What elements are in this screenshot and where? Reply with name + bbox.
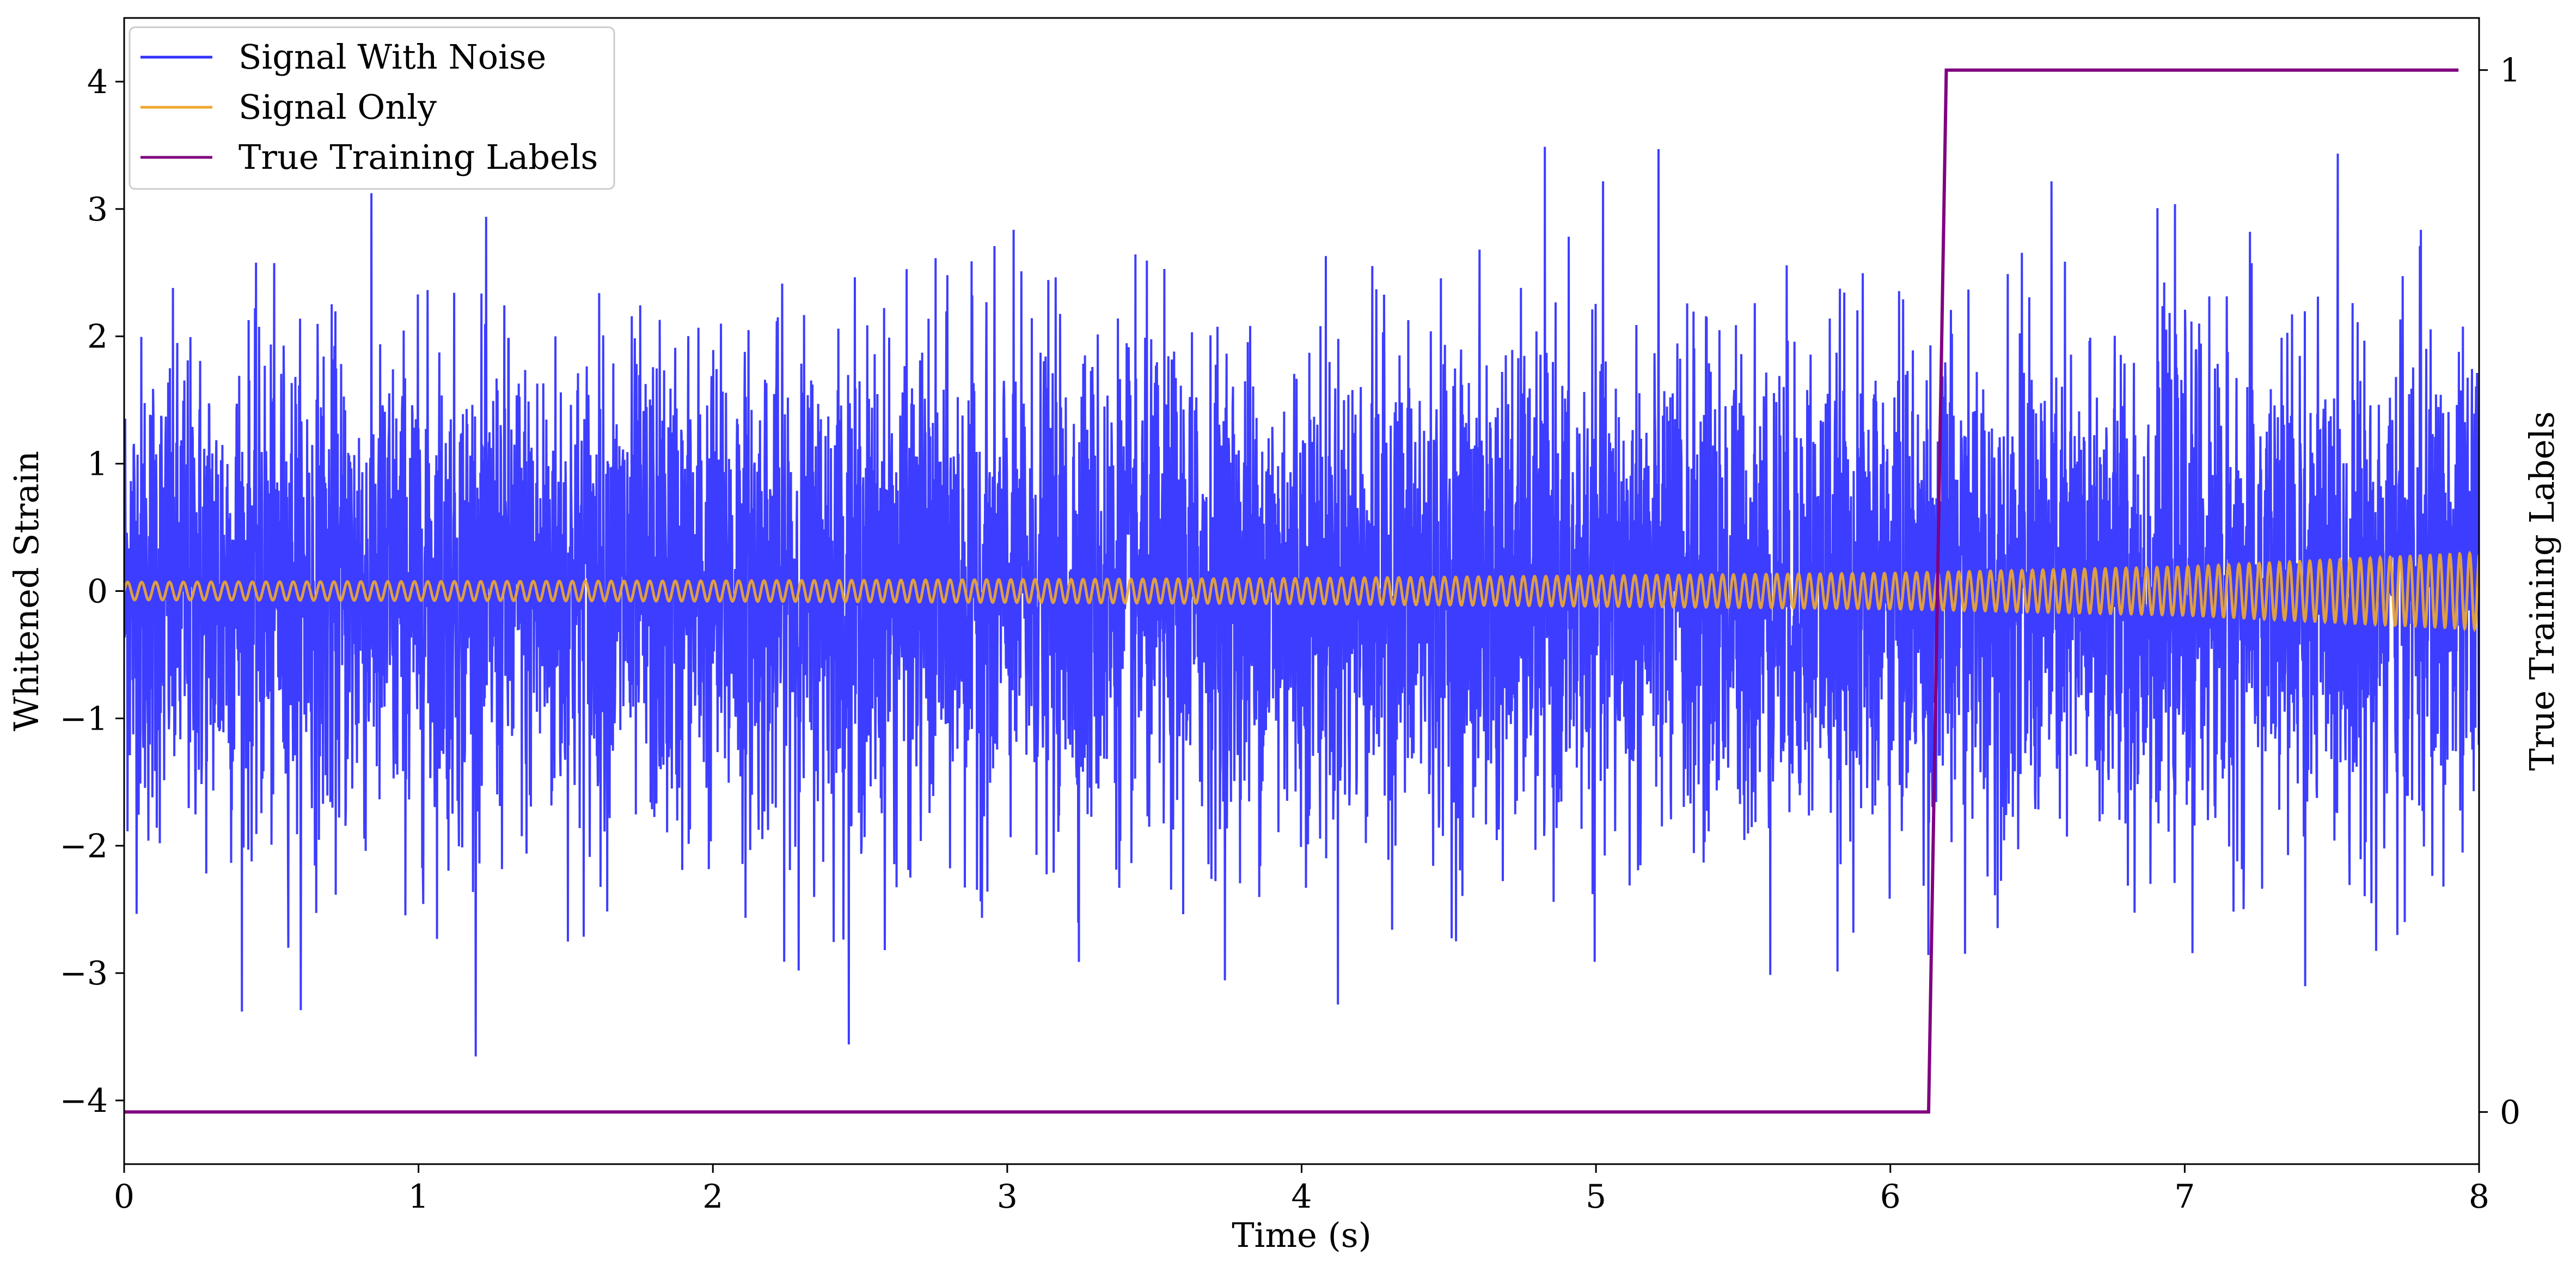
series-layer: [124, 68, 2479, 1114]
x-tick-label: 4: [1291, 1178, 1312, 1216]
legend-label-signal-with-noise: Signal With Noise: [238, 37, 546, 77]
y-tick-label: 1: [87, 445, 108, 484]
series-line-signal-with-noise: [124, 146, 2479, 1057]
y2-axis-label: True Training Labels: [2522, 411, 2562, 770]
axes-layer: 0 1 2 3 4 5 6 7 8 −4 −3 −2 −1 0 1 2 3 4 0 1: [60, 52, 2521, 1216]
y-tick-label: −4: [60, 1082, 108, 1120]
y-axis-label: Whitened Strain: [7, 451, 46, 731]
x-tick-label: 3: [997, 1178, 1018, 1216]
y-tick-label: 0: [87, 573, 108, 611]
y-tick-label: −2: [60, 827, 108, 865]
y-tick-label: −3: [60, 954, 108, 993]
y-tick-label: −1: [60, 700, 108, 738]
y2-tick-label: 1: [2500, 52, 2520, 90]
x-tick-label: 7: [2174, 1178, 2195, 1216]
x-tick-label: 6: [1880, 1178, 1901, 1216]
y-tick-label: 4: [87, 63, 108, 101]
y-tick-label: 3: [87, 191, 108, 229]
x-tick-label: 2: [702, 1178, 723, 1216]
series-line-signal-only: [124, 550, 2479, 633]
legend-box: [129, 26, 615, 190]
x-tick-label: 0: [114, 1178, 134, 1216]
x-tick-label: 5: [1586, 1178, 1606, 1216]
y-tick-label: 2: [87, 318, 108, 356]
x-axis-label: Time (s): [1232, 1215, 1372, 1255]
x-tick-label: 1: [408, 1178, 429, 1216]
series-line-true-training-labels: [124, 68, 2459, 1114]
legend-label-signal-only: Signal Only: [238, 87, 437, 127]
x-tick-label: 8: [2469, 1178, 2489, 1216]
legend: Signal With Noise Signal Only True Train…: [129, 26, 615, 190]
legend-label-true-training-labels: True Training Labels: [238, 137, 598, 177]
y2-tick-label: 0: [2500, 1093, 2520, 1131]
